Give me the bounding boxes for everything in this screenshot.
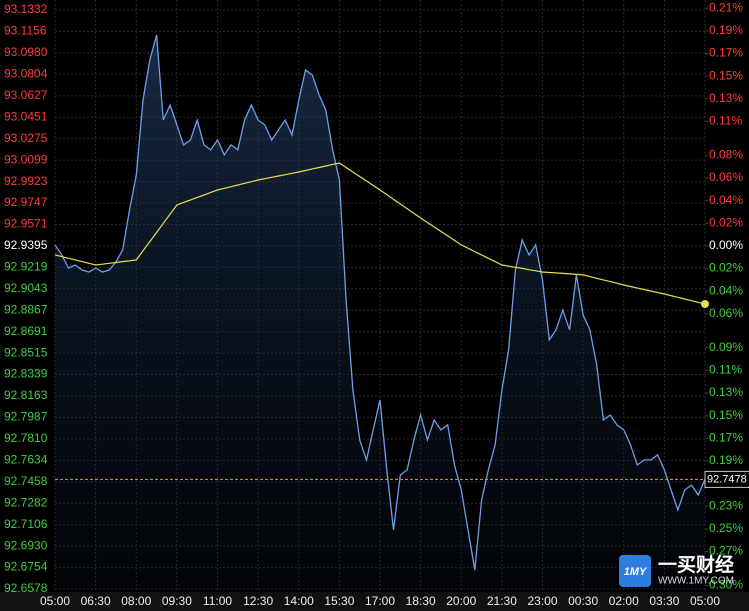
y2-tick-label: 0.13%	[709, 91, 743, 105]
x-tick-label: 09:30	[162, 594, 192, 608]
y-tick-label: 92.7634	[4, 453, 48, 467]
last-price-box	[704, 470, 749, 488]
y2-tick-label: 0.08%	[709, 148, 743, 162]
y-tick-label: 92.9747	[4, 195, 48, 209]
y-tick-label: 92.9395	[4, 238, 48, 252]
y-tick-label: 93.0275	[4, 131, 48, 145]
y2-tick-label: 0.25%	[709, 521, 743, 535]
y-tick-label: 92.8691	[4, 324, 48, 338]
y2-tick-label: 0.11%	[709, 363, 742, 377]
y-tick-label: 92.7106	[4, 517, 48, 531]
watermark: 1MY 一买财经 WWW.1MY.COM	[619, 553, 734, 587]
x-tick-label: 14:00	[284, 594, 314, 608]
y-tick-label: 92.9923	[4, 174, 48, 188]
y-tick-label: 92.9043	[4, 281, 48, 295]
x-tick-label: 21:30	[487, 594, 517, 608]
y2-tick-label: 0.04%	[709, 193, 743, 207]
y2-tick-label: 0.30%	[709, 578, 743, 592]
x-tick-label: 18:30	[406, 594, 436, 608]
y2-tick-label: 0.23%	[709, 498, 743, 512]
y2-tick-label: 0.15%	[709, 408, 743, 422]
y-tick-label: 92.8163	[4, 388, 48, 402]
y-tick-label: 93.0627	[4, 88, 48, 102]
x-tick-label: 15:30	[324, 594, 354, 608]
watermark-logo: 1MY	[624, 566, 648, 578]
y-tick-label: 92.7810	[4, 431, 48, 445]
y2-tick-label: 0.09%	[709, 340, 743, 354]
average-end-dot	[701, 300, 709, 309]
x-tick-label: 11:00	[203, 594, 232, 608]
y2-tick-label: 0.11%	[709, 114, 742, 128]
x-tick-label: 08:00	[121, 594, 151, 608]
y2-tick-label: 0.06%	[709, 306, 743, 320]
y2-tick-label: 0.02%	[709, 215, 743, 229]
average-line	[54, 162, 706, 305]
x-tick-label: 20:00	[446, 594, 476, 608]
x-tick-label: 23:00	[527, 594, 557, 608]
x-tick-label: 12:30	[243, 594, 273, 608]
x-tick-label: 05:00	[40, 594, 70, 608]
y2-tick-label: 0.19%	[709, 23, 743, 37]
x-tick-label: 05:00	[690, 594, 720, 608]
y2-tick-label: 0.13%	[709, 385, 743, 399]
y-tick-label: 92.6930	[4, 538, 48, 552]
y-tick-label: 93.1156	[4, 24, 47, 38]
y-tick-label: 92.7282	[4, 495, 48, 509]
last-price-label: 92.7478	[707, 473, 747, 485]
y-tick-label: 93.0804	[4, 66, 48, 80]
y2-tick-label: 0.21%	[709, 0, 743, 14]
y-tick-label: 92.8339	[4, 367, 48, 381]
y-tick-label: 92.9571	[4, 217, 48, 231]
x-tick-label: 02:00	[609, 594, 639, 608]
y2-tick-label: 0.02%	[709, 261, 743, 275]
x-tick-label: 00:30	[568, 594, 598, 608]
y-tick-label: 92.8867	[4, 302, 48, 316]
y2-tick-label: 0.15%	[709, 68, 743, 82]
x-axis-band	[0, 592, 749, 611]
x-tick-label: 17:00	[365, 594, 395, 608]
y2-tick-label: 0.17%	[709, 431, 743, 445]
watermark-logo-box	[619, 555, 651, 587]
y-tick-label: 92.7987	[4, 410, 48, 424]
y-tick-label: 92.6754	[4, 560, 48, 574]
x-tick-label: 06:30	[81, 594, 111, 608]
y-tick-label: 93.0451	[4, 109, 48, 123]
watermark-name: 一买财经	[658, 553, 734, 576]
y-tick-label: 92.7458	[4, 474, 48, 488]
price-line	[54, 34, 706, 571]
y2-tick-label: 0.00%	[709, 238, 743, 252]
watermark-url: WWW.1MY.COM	[658, 576, 734, 587]
y-tick-label: 92.9219	[4, 260, 48, 274]
y-tick-label: 92.6578	[4, 581, 48, 595]
y2-tick-label: 0.19%	[709, 453, 743, 467]
y2-tick-label: 0.17%	[709, 46, 743, 60]
y2-tick-label: 0.27%	[709, 544, 743, 558]
y-tick-label: 93.0980	[4, 45, 48, 59]
y2-tick-label: 0.04%	[709, 283, 743, 297]
x-tick-label: 03:30	[649, 594, 679, 608]
price-area	[55, 35, 705, 589]
y-tick-label: 93.1332	[4, 2, 48, 16]
y-tick-label: 92.8515	[4, 345, 48, 359]
y2-tick-label: 0.06%	[709, 170, 743, 184]
y-tick-label: 93.0099	[4, 152, 48, 166]
last-price-tag: 92.7478	[704, 470, 749, 488]
